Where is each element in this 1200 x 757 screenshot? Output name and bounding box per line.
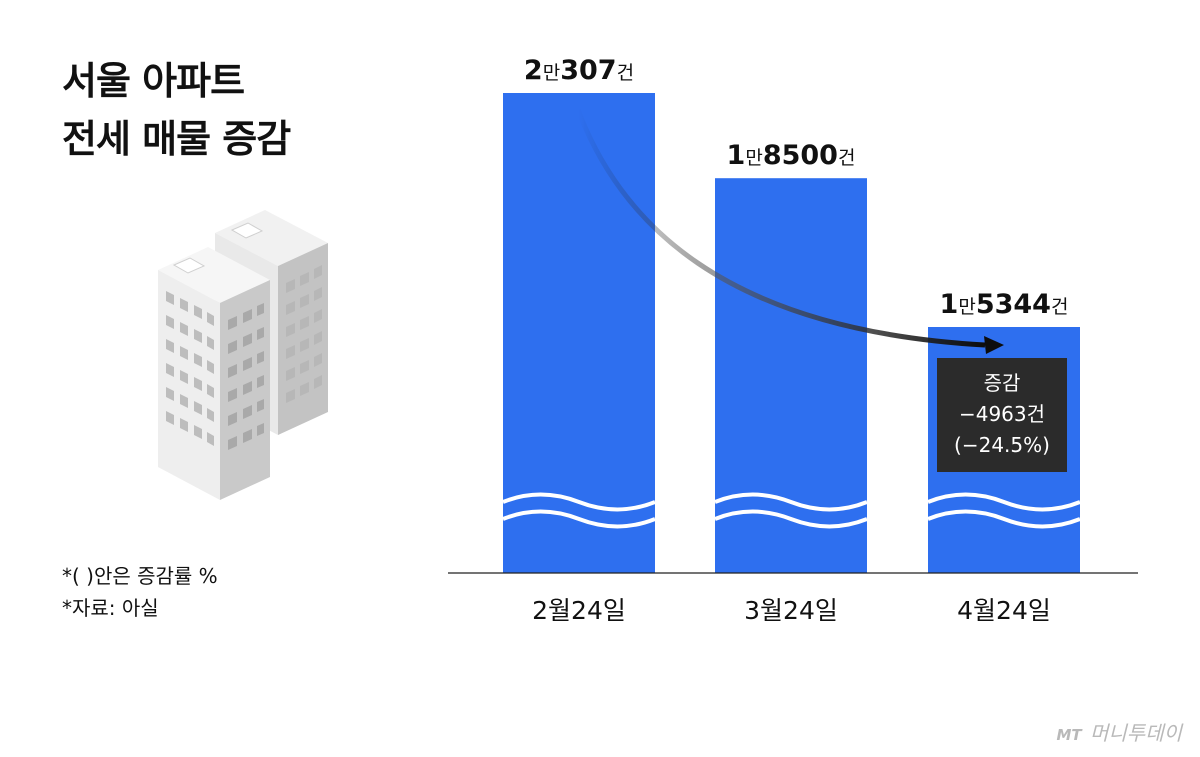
callout-line-1: 증감 [984, 371, 1021, 395]
trend-arrow [575, 109, 986, 348]
axis-break-wave [714, 509, 868, 529]
publisher-name: 머니투데이 [1090, 721, 1182, 745]
footnote-source: *자료: 아실 [62, 596, 159, 620]
x-tick-label: 3월24일 [744, 596, 838, 625]
bar-value-label: 2만307건 [524, 55, 634, 86]
bar [503, 93, 655, 573]
change-callout: 증감 −4963건 (−24.5%) [937, 358, 1067, 472]
callout-line-3: (−24.5%) [954, 433, 1050, 457]
axis-break-wave [502, 492, 656, 512]
bar-value-label: 1만8500건 [727, 140, 856, 171]
axis-break-wave [502, 509, 656, 529]
axis-break-wave [927, 492, 1081, 512]
axis-break-wave [927, 509, 1081, 529]
callout-line-2: −4963건 [959, 402, 1045, 426]
x-tick-label: 4월24일 [957, 596, 1051, 625]
bar-value-label: 1만5344건 [940, 289, 1069, 320]
axis-break-wave [714, 492, 868, 512]
callout-box [937, 358, 1067, 472]
apartment-building-icon [150, 205, 340, 509]
x-tick-label: 2월24일 [532, 596, 626, 625]
footnote-rate: *( )안은 증감률 % [62, 564, 218, 588]
chart-title: 서울 아파트 전세 매물 증감 [62, 59, 291, 161]
footnotes: *( )안은 증감률 % *자료: 아실 [62, 560, 218, 624]
publisher-logo: MT [1056, 726, 1082, 744]
publisher-watermark: MT 머니투데이 [1056, 717, 1182, 746]
trend-arrowhead [984, 336, 1004, 354]
